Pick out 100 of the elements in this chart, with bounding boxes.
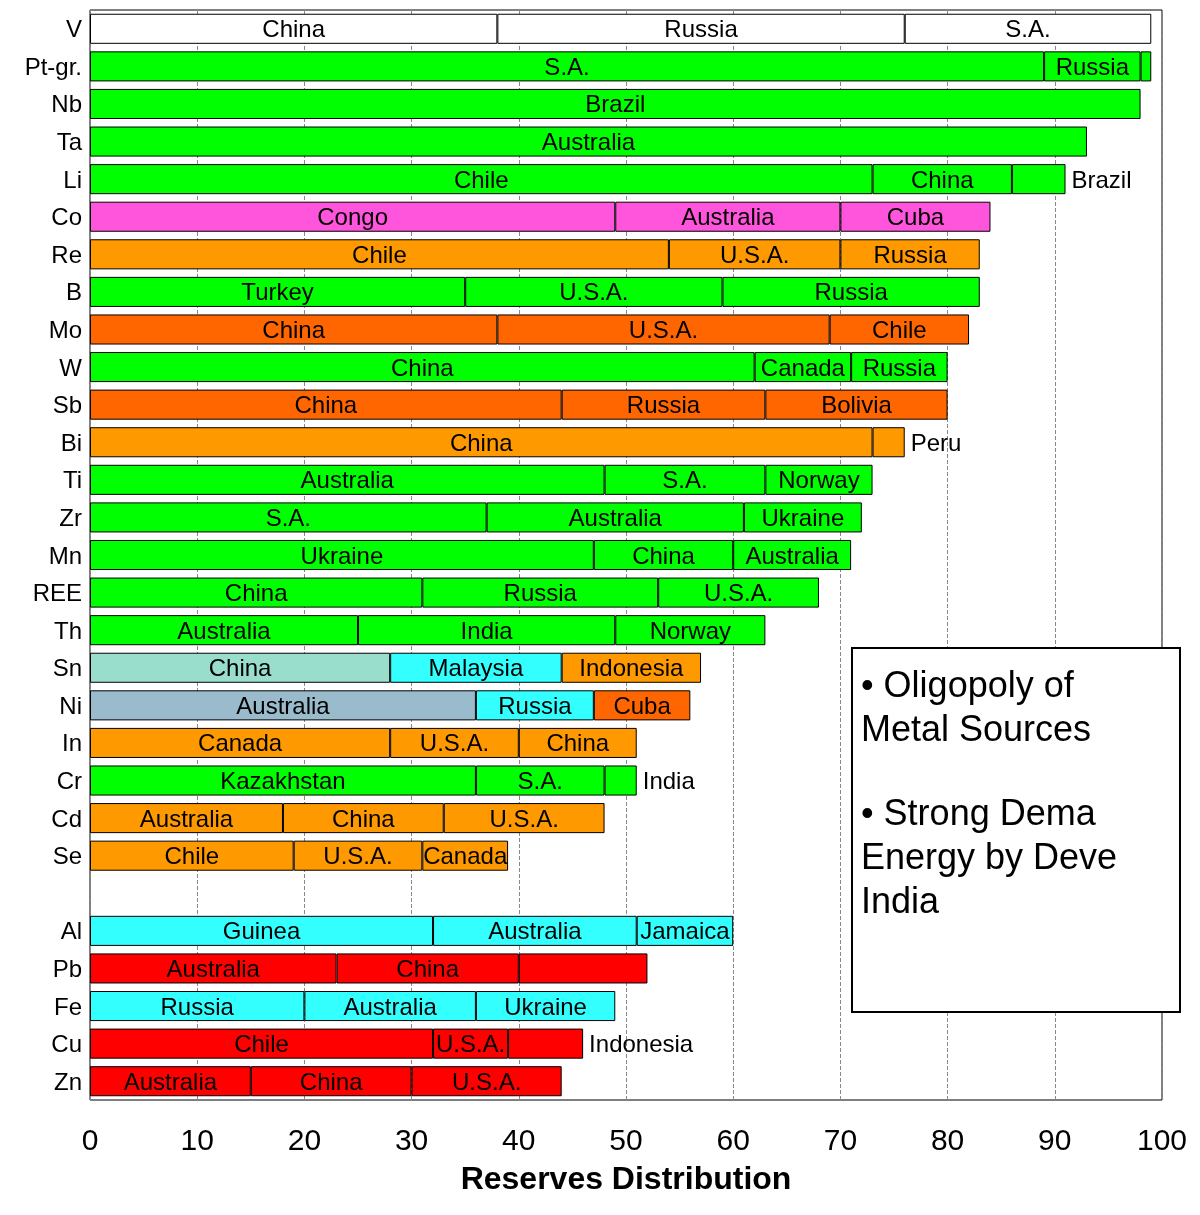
x-tick-label: 20 (287, 1122, 322, 1156)
data-label: S.A. (265, 503, 311, 531)
y-tick-label: Cr (56, 767, 82, 795)
data-label: Canada (198, 729, 283, 757)
y-tick-label: Mn (48, 541, 82, 569)
data-label: S.A. (517, 767, 563, 795)
y-tick-label: Th (53, 616, 82, 644)
data-label: China (390, 353, 455, 381)
data-label: Kazakhstan (220, 767, 346, 795)
data-label: U.S.A. (628, 315, 699, 343)
data-label: Russia (1055, 52, 1130, 80)
y-tick-label: B (65, 278, 82, 306)
data-label: Ukraine (761, 503, 845, 531)
data-label: Congo (317, 203, 389, 231)
x-tick-label: 80 (930, 1122, 965, 1156)
x-tick-label: 40 (502, 1122, 536, 1156)
annotation: Brazil (1071, 165, 1132, 193)
data-label: Brazil (585, 90, 646, 118)
data-label: China (546, 729, 610, 757)
y-tick-label: Zn (53, 1067, 82, 1095)
y-tick-label: REE (32, 579, 82, 607)
annotation: Peru (910, 428, 962, 456)
data-label: Malaysia (428, 654, 524, 682)
x-tick-label: 60 (716, 1122, 750, 1156)
x-tick-label: 90 (1038, 1122, 1072, 1156)
data-label: China (632, 541, 696, 569)
data-label: Chile (164, 842, 220, 870)
data-label: Australia (300, 466, 395, 494)
data-label: Russia (503, 579, 578, 607)
annotation: • Strong Dema Energy by Deve India (861, 791, 1119, 923)
data-label: Indonesia (579, 654, 685, 682)
y-tick-label: Se (52, 842, 82, 870)
x-tick-label: 30 (394, 1122, 429, 1156)
data-label: China (262, 15, 326, 43)
data-label: Russia (873, 240, 948, 268)
x-axis-title: Reserves Distribution (460, 1160, 792, 1196)
data-label: Russia (626, 391, 701, 419)
data-label: China (332, 804, 396, 832)
y-tick-label: Sn (52, 654, 82, 682)
y-tick-label: Ta (56, 128, 83, 156)
text-box: • Oligopoly of Metal Sources • Strong Dema Energy by Deve India (851, 647, 1181, 1013)
data-label: U.S.A. (323, 842, 393, 870)
annotation: • Oligopoly of Metal Sources (861, 663, 1093, 751)
x-tick-label: 70 (823, 1122, 858, 1156)
data-label: Australia (343, 992, 438, 1020)
x-tick-label: 100 (1136, 1122, 1188, 1156)
data-label: China (396, 954, 460, 982)
y-tick-label: Sb (52, 391, 82, 419)
data-label: U.S.A. (719, 240, 790, 268)
y-tick-label: Cu (51, 1030, 82, 1058)
data-label: Australia (681, 203, 776, 231)
data-label: S.A. (662, 466, 708, 494)
y-tick-label: Ti (62, 466, 82, 494)
data-label: Jamaica (640, 917, 731, 945)
data-label: Canada (760, 353, 846, 381)
data-label: Turkey (241, 278, 314, 306)
data-label: U.S.A. (451, 1067, 522, 1095)
data-label: Norway (649, 616, 731, 644)
data-label: Bolivia (821, 391, 893, 419)
y-tick-label: Fe (53, 992, 82, 1020)
data-label: Australia (139, 804, 234, 832)
y-tick-label: Ni (59, 691, 82, 719)
y-tick-label: Zr (59, 503, 82, 531)
data-label: Chile (234, 1030, 289, 1058)
data-label: China (224, 579, 289, 607)
data-label: Chile (453, 165, 509, 193)
data-label: China (449, 428, 514, 456)
data-label: Australia (541, 128, 636, 156)
data-label: China (299, 1067, 364, 1095)
y-tick-label: Re (51, 240, 82, 268)
x-tick-label: 50 (609, 1122, 643, 1156)
data-label: U.S.A. (703, 579, 774, 607)
data-label: China (262, 315, 326, 343)
y-tick-label: In (61, 729, 82, 757)
y-tick-label: Bi (60, 428, 82, 456)
y-tick-label: Mo (48, 315, 82, 343)
data-label: Russia (664, 15, 739, 43)
annotation: India (642, 767, 696, 795)
data-label: S.A. (1005, 15, 1051, 43)
data-label: U.S.A. (489, 804, 559, 832)
data-label: S.A. (544, 52, 590, 80)
y-tick-label: V (65, 15, 82, 43)
data-label: Chile (872, 315, 927, 343)
data-label: U.S.A. (435, 1030, 506, 1058)
data-label: Cuba (613, 691, 672, 719)
data-label: Ukraine (300, 541, 384, 569)
data-label: Australia (166, 954, 261, 982)
y-tick-label: Pb (52, 954, 82, 982)
data-label: Australia (123, 1067, 218, 1095)
x-tick-label: 0 (81, 1122, 99, 1156)
y-tick-label: Pt-gr. (24, 52, 82, 80)
data-label: U.S.A. (559, 278, 629, 306)
data-label: Russia (862, 353, 937, 381)
data-label: Cuba (886, 203, 945, 231)
data-label: China (294, 391, 358, 419)
data-label: Ukraine (504, 992, 587, 1020)
data-label: Australia (745, 541, 840, 569)
y-tick-label: Co (51, 203, 82, 231)
y-tick-label: Al (60, 917, 82, 945)
y-tick-label: Nb (51, 90, 82, 118)
